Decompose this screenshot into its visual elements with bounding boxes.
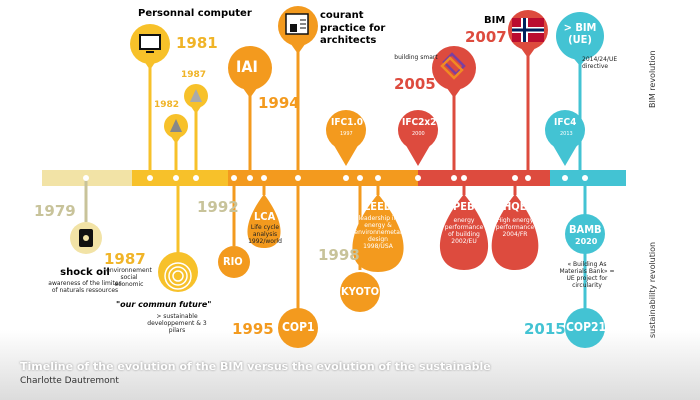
ifc2x2-year: 2000 [412, 131, 425, 137]
marker-buildingsmart [432, 46, 476, 98]
ifc1-year: 1997 [340, 131, 353, 137]
ifc1-label: IFC1.0 [331, 117, 364, 128]
marker-bim-2007 [508, 10, 548, 58]
leed-label: LEED [364, 200, 393, 213]
ifc2x2-label: IFC2x2 [402, 117, 437, 128]
leed-desc: leadership in energy & environnemetal de… [354, 215, 402, 250]
marker-cop1 [278, 308, 318, 348]
marker-ifc1 [326, 110, 366, 166]
peb-label: PEB [453, 200, 475, 213]
caption: Timeline of the evolution of the BIM ver… [20, 360, 491, 373]
year-1994: 1994 [258, 94, 300, 112]
monitor-icon [139, 34, 161, 50]
year-1998: 1998 [318, 246, 360, 264]
year-1979: 1979 [34, 202, 76, 220]
peb-desc: energy performance of building 2002/EU [444, 217, 484, 245]
three-pillars-label: environnement social economic [106, 267, 152, 288]
ifc4-year: 2013 [560, 131, 573, 137]
shock-oil-desc: awareness of the limites of naturals res… [48, 280, 122, 294]
cop1-label: COP1 [282, 320, 315, 334]
marker-ifc4 [545, 110, 585, 166]
buildingsmart-label: building smart [394, 54, 438, 61]
courant-practice-label: courant practice for architects [320, 10, 386, 46]
marker-1987-bim [184, 84, 208, 114]
marker-peb [439, 194, 489, 270]
timeline-segment-red [418, 170, 550, 186]
marker-personal-computer [130, 24, 170, 70]
shock-oil-label: shock oil [60, 267, 110, 278]
marker-iai [228, 46, 272, 98]
marker-our-common-future [158, 252, 198, 292]
cad-software-icon [170, 119, 182, 132]
timeline-segment-orange [228, 170, 418, 186]
ifc4-label: IFC4 [554, 117, 577, 128]
marker-kyoto [340, 272, 380, 312]
lca-label: LCA [254, 210, 276, 223]
timeline-segment-yellow [132, 170, 228, 186]
buildingsmart-logo-icon [440, 52, 466, 80]
rio-label: RIO [223, 255, 243, 268]
marker-bamb [565, 214, 605, 254]
year-2005: 2005 [394, 75, 436, 93]
marker-hqe [491, 194, 539, 270]
cop21-label: COP21 [566, 320, 607, 334]
hqe-desc: High energy performance 2004/FR [495, 217, 535, 238]
marker-1982 [164, 114, 188, 144]
year-1995: 1995 [232, 320, 274, 338]
marker-bim-ue [556, 12, 604, 66]
marker-courant [278, 6, 318, 54]
hqe-label: HQE [503, 200, 527, 213]
year-2015: 2015 [524, 320, 566, 338]
marker-ifc2x2 [398, 110, 438, 166]
sustainable-development-desc: > sustainable developpement & 3 pilars [147, 313, 207, 334]
year-2007: 2007 [465, 28, 507, 46]
norway-flag-icon [512, 18, 544, 42]
cad-software-icon [190, 89, 202, 102]
marker-leed [352, 194, 404, 272]
our-commun-future-title: "our commun future" [116, 300, 212, 309]
bamb-year: 2020 [575, 237, 598, 246]
personal-computer-label: Personnal computer [138, 8, 252, 19]
kyoto-label: KYOTO [341, 285, 380, 298]
bim-2007-label: BIM [484, 15, 506, 26]
year-1987-bim: 1987 [181, 70, 207, 80]
year-1992: 1992 [197, 198, 239, 216]
year-1981: 1981 [176, 34, 218, 52]
year-1987-sustain: 1987 [104, 250, 146, 268]
year-1982: 1982 [154, 100, 180, 110]
bamb-label: BAMB [569, 223, 602, 236]
lca-desc: Life cycle analysis 1992/world [248, 224, 282, 245]
ue-directive-note: 2014/24/UE directive [582, 56, 618, 70]
author: Charlotte Dautremont [20, 376, 119, 386]
sustainability-revolution-label: sustainability revolution [648, 241, 657, 338]
bim-revolution-label: BIM revolution [648, 50, 657, 108]
marker-shock-oil [70, 222, 102, 254]
pillars-icon [164, 262, 192, 290]
bim-ue-label: > BIM (UE) [563, 21, 597, 47]
marker-lca [247, 194, 281, 248]
marker-cop21 [565, 308, 605, 348]
marker-rio [218, 246, 250, 278]
bamb-desc: « Building As Materials Bank» = UE proje… [559, 261, 615, 289]
iai-label: IAI [236, 57, 258, 76]
